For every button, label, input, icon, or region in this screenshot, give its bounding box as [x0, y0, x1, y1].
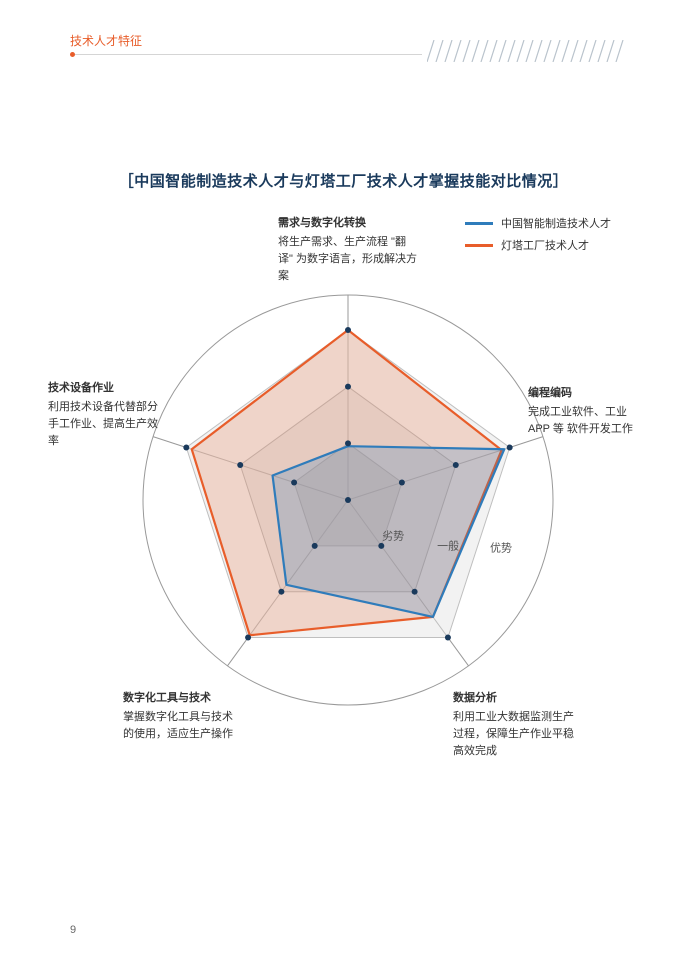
- page-number: 9: [70, 924, 76, 936]
- axis-label: 需求与数字化转换将生产需求、生产流程 "翻译" 为数字语言，形成解决方案: [278, 215, 418, 285]
- section-label: 技术人才特征: [70, 32, 142, 49]
- axis-label: 数据分析利用工业大数据监测生产过程，保障生产作业平稳高效完成: [453, 690, 583, 760]
- radar-chart: 劣势一般 优势 需求与数字化转换将生产需求、生产流程 "翻译" 为数字语言，形成解…: [48, 200, 648, 780]
- axis-label: 技术设备作业利用技术设备代替部分手工作业、提高生产效率: [48, 380, 158, 450]
- svg-text:一般: 一般: [437, 540, 459, 553]
- page-header: 技术人才特征: [0, 32, 687, 52]
- header-hatch-icon: [427, 40, 627, 62]
- header-rule: [75, 54, 422, 55]
- svg-text:优势: 优势: [490, 541, 512, 554]
- axis-label: 数字化工具与技术掌握数字化工具与技术的使用，适应生产操作: [123, 690, 243, 743]
- axis-label: 编程编码完成工业软件、工业 APP 等 软件开发工作: [528, 385, 638, 438]
- svg-text:劣势: 劣势: [382, 529, 404, 543]
- chart-title: ［中国智能制造技术人才与灯塔工厂技术人才掌握技能对比情况］: [0, 170, 687, 191]
